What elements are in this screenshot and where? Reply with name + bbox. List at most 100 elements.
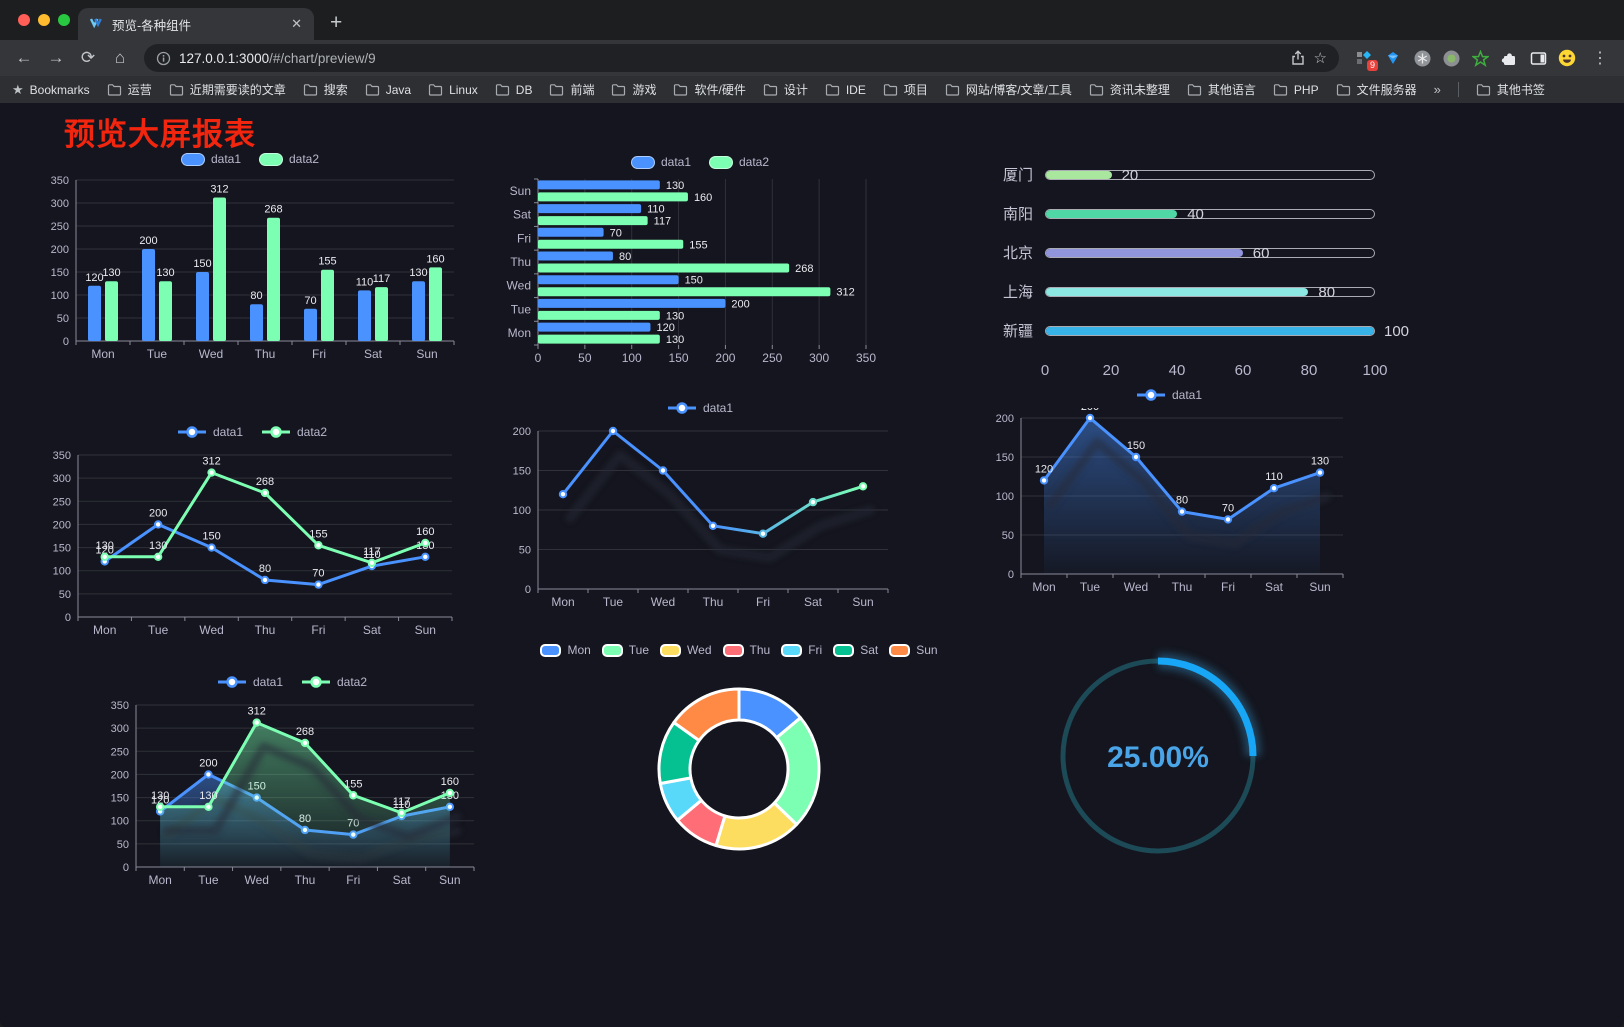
chart-line-gradient[interactable]: data1 0 50 100 150 200 Mon Tue Wed Thu Fri Sat Sun bbox=[500, 397, 900, 613]
close-button[interactable] bbox=[18, 14, 30, 26]
progress-value: 80 bbox=[1318, 283, 1336, 301]
share-icon[interactable] bbox=[1290, 50, 1306, 66]
minimize-button[interactable] bbox=[38, 14, 50, 26]
legend-item-data2[interactable]: data2 bbox=[709, 155, 769, 169]
reload-button[interactable]: ⟳ bbox=[80, 48, 96, 67]
legend-item-data2[interactable]: data2 bbox=[301, 675, 367, 689]
chart-bar-vertical[interactable]: data1 data2 0 50 100 150 200 250 300 350 Mon Tue Wed… bbox=[38, 148, 462, 365]
progress-label: 厦门 bbox=[1002, 167, 1033, 184]
bookmark-item[interactable]: Linux bbox=[428, 83, 478, 97]
back-button[interactable]: ← bbox=[15, 48, 33, 67]
svg-text:150: 150 bbox=[111, 793, 129, 805]
chart-donut[interactable]: Mon Tue Wed Thu Fri Sat Sun bbox=[540, 639, 938, 867]
svg-text:150: 150 bbox=[193, 258, 211, 270]
browser-menu-icon[interactable]: ⋮ bbox=[1592, 50, 1608, 67]
bookmarks-bar: ★ Bookmarks 运营 近期需要读的文章 搜索 Java Linux DB 前端 游戏 软件/… bbox=[0, 76, 1624, 103]
svg-text:100: 100 bbox=[622, 351, 642, 365]
legend-item-Fri[interactable]: Fri bbox=[781, 643, 822, 657]
legend-item-data1[interactable]: data1 bbox=[180, 152, 241, 166]
bookmarks-overflow-chevron[interactable]: » bbox=[1433, 82, 1441, 97]
bookmark-item[interactable]: 文件服务器 bbox=[1336, 81, 1417, 98]
extensions-puzzle-icon[interactable] bbox=[1500, 49, 1518, 67]
extension-grid-icon[interactable]: 9 bbox=[1355, 49, 1378, 71]
legend-item-Wed[interactable]: Wed bbox=[660, 643, 712, 657]
bookmark-item[interactable]: 软件/硬件 bbox=[673, 81, 746, 98]
axis-tick: 0 bbox=[1040, 362, 1050, 379]
bookmark-item[interactable]: 设计 bbox=[763, 81, 808, 98]
bookmark-item[interactable]: 项目 bbox=[883, 81, 928, 98]
extension-record-icon[interactable] bbox=[1442, 49, 1460, 67]
svg-text:150: 150 bbox=[669, 351, 689, 365]
svg-text:80: 80 bbox=[619, 251, 631, 263]
chart-gauge[interactable]: 25.00% bbox=[1048, 646, 1268, 866]
home-button[interactable]: ⌂ bbox=[114, 48, 126, 67]
extension-emoji-icon[interactable] bbox=[1558, 49, 1576, 67]
legend-item-Sat[interactable]: Sat bbox=[833, 643, 878, 657]
tab-close-icon[interactable]: ✕ bbox=[291, 16, 302, 31]
legend-item-Tue[interactable]: Tue bbox=[601, 643, 649, 657]
legend-item-data1[interactable]: data1 bbox=[177, 425, 243, 439]
svg-text:150: 150 bbox=[513, 466, 531, 478]
svg-text:117: 117 bbox=[393, 796, 411, 808]
progress-axis: 0 20 40 60 80 100 bbox=[1041, 362, 1388, 388]
bookmark-item[interactable]: 前端 bbox=[549, 81, 594, 98]
new-tab-button[interactable]: + bbox=[330, 11, 343, 34]
extension-star-icon[interactable] bbox=[1471, 49, 1489, 67]
site-info-icon[interactable] bbox=[156, 51, 171, 66]
legend-item-data2[interactable]: data2 bbox=[259, 152, 319, 166]
chart-bar-horizontal[interactable]: data1 data2 0 50 100 150 200 250 300 350 Sun 130 160… bbox=[500, 151, 900, 369]
legend-item-Mon[interactable]: Mon bbox=[540, 643, 591, 657]
svg-text:200: 200 bbox=[53, 519, 71, 531]
bookmark-item[interactable]: PHP bbox=[1273, 83, 1319, 97]
bookmark-item[interactable]: Java bbox=[365, 83, 411, 97]
bookmark-item[interactable]: 游戏 bbox=[611, 81, 656, 98]
bookmark-label: Linux bbox=[449, 82, 478, 97]
extension-snowflake-icon[interactable] bbox=[1413, 49, 1431, 67]
bookmark-item[interactable]: 资讯未整理 bbox=[1089, 81, 1170, 98]
chart-line-basic[interactable]: data1 data2 0 50 100 150 200 250 300 350 Mon Tue Wed… bbox=[40, 421, 464, 641]
bookmark-item[interactable]: 近期需要读的文章 bbox=[169, 81, 286, 98]
svg-text:110: 110 bbox=[363, 549, 381, 561]
maximize-button[interactable] bbox=[58, 14, 70, 26]
bookmark-item[interactable]: 其他语言 bbox=[1187, 81, 1256, 98]
progress-fill bbox=[1046, 287, 1309, 296]
legend-item-Thu[interactable]: Thu bbox=[722, 643, 770, 657]
svg-text:Tue: Tue bbox=[511, 302, 532, 316]
svg-text:Mon: Mon bbox=[91, 347, 114, 361]
legend-item-data1[interactable]: data1 bbox=[667, 401, 733, 415]
url-text[interactable]: 127.0.0.1:3000/#/chart/preview/9 bbox=[179, 51, 1282, 66]
progress-track: 60 bbox=[1045, 245, 1375, 262]
browser-tab[interactable]: 预览-各种组件 ✕ bbox=[78, 8, 314, 40]
svg-text:Fri: Fri bbox=[346, 873, 360, 887]
bookmark-item[interactable]: 搜索 bbox=[303, 81, 348, 98]
svg-text:Sat: Sat bbox=[513, 208, 532, 222]
folder-icon bbox=[763, 84, 777, 96]
forward-button[interactable]: → bbox=[47, 48, 65, 67]
extension-gem-icon[interactable] bbox=[1384, 49, 1402, 67]
legend-item-data1[interactable]: data1 bbox=[1136, 388, 1202, 402]
chart-line-area[interactable]: data1 0 50 100 150 200 Mon Tue Wed Thu Fri Sat Sun 12… bbox=[983, 384, 1355, 598]
chart-line-area-double[interactable]: data1 data2 0 50 100 150 200 250 300 350 Mon Tue Wed… bbox=[98, 671, 486, 891]
bookmark-item[interactable]: DB bbox=[495, 83, 532, 97]
bookmark-item[interactable]: 运营 bbox=[107, 81, 152, 98]
legend-item-data2[interactable]: data2 bbox=[261, 425, 327, 439]
chart-progress-bars[interactable]: 厦门 20 南阳 40 北京 60 上海 80 新疆 100 0 20 40 60 80 100 bbox=[995, 155, 1409, 388]
svg-text:130: 130 bbox=[666, 334, 684, 346]
svg-text:70: 70 bbox=[312, 568, 324, 580]
legend-item-Sun[interactable]: Sun bbox=[889, 643, 938, 657]
legend-item-data1[interactable]: data1 bbox=[217, 675, 283, 689]
bookmark-item[interactable]: 网站/博客/文章/工具 bbox=[945, 81, 1072, 98]
chart-legend: data1 data2 bbox=[40, 421, 464, 443]
svg-text:Wed: Wed bbox=[507, 279, 531, 293]
side-panel-icon[interactable] bbox=[1529, 49, 1547, 67]
svg-text:Mon: Mon bbox=[93, 623, 116, 637]
chart-legend: data1 data2 bbox=[98, 671, 486, 693]
bookmark-item[interactable]: IDE bbox=[825, 83, 866, 97]
svg-text:120: 120 bbox=[151, 794, 169, 806]
bookmark-item[interactable]: 其他书签 bbox=[1476, 81, 1545, 98]
bookmarks-manager-item[interactable]: ★ Bookmarks bbox=[12, 82, 90, 98]
svg-text:Sat: Sat bbox=[364, 347, 383, 361]
legend-item-data1[interactable]: data1 bbox=[630, 155, 691, 169]
bookmark-star-icon[interactable]: ☆ bbox=[1313, 49, 1327, 67]
address-bar[interactable]: 127.0.0.1:3000/#/chart/preview/9 ☆ bbox=[144, 44, 1339, 72]
